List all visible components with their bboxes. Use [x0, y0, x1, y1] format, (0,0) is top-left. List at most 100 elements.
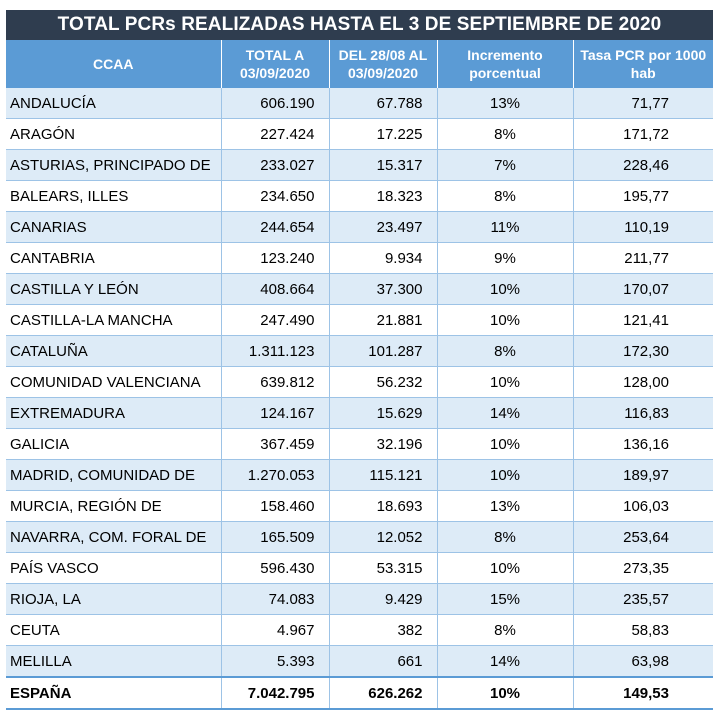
cell-rate: 149,53 [573, 676, 713, 710]
cell-ccaa: CASTILLA Y LEÓN [6, 273, 222, 305]
cell-period: 101.287 [329, 335, 438, 367]
table-row: EXTREMADURA 124.167 15.629 14% 116,83 [6, 397, 713, 429]
cell-period: 56.232 [329, 366, 438, 398]
table-row: ARAGÓN 227.424 17.225 8% 171,72 [6, 118, 713, 150]
cell-increment: 8% [437, 521, 574, 553]
cell-total: 165.509 [221, 521, 330, 553]
cell-ccaa: CANARIAS [6, 211, 222, 243]
table-row: CASTILLA-LA MANCHA 247.490 21.881 10% 121,41 [6, 304, 713, 336]
cell-rate: 211,77 [573, 242, 713, 274]
table-row: NAVARRA, COM. FORAL DE 165.509 12.052 8% 253… [6, 521, 713, 553]
cell-total: 606.190 [221, 88, 330, 119]
cell-increment: 10% [437, 676, 574, 710]
cell-ccaa: CATALUÑA [6, 335, 222, 367]
header-increment: Incremento porcentual [437, 40, 574, 88]
cell-rate: 136,16 [573, 428, 713, 460]
cell-rate: 63,98 [573, 645, 713, 678]
cell-total: 244.654 [221, 211, 330, 243]
cell-rate: 116,83 [573, 397, 713, 429]
cell-period: 626.262 [329, 676, 438, 710]
cell-ccaa: EXTREMADURA [6, 397, 222, 429]
header-row: CCAA TOTAL A 03/09/2020 DEL 28/08 AL 03/09… [6, 40, 713, 88]
pcr-table: CCAA TOTAL A 03/09/2020 DEL 28/08 AL 03/09… [6, 40, 713, 710]
cell-increment: 10% [437, 428, 574, 460]
cell-period: 18.693 [329, 490, 438, 522]
cell-total: 5.393 [221, 645, 330, 678]
cell-period: 37.300 [329, 273, 438, 305]
cell-rate: 195,77 [573, 180, 713, 212]
header-total: TOTAL A 03/09/2020 [221, 40, 330, 88]
cell-ccaa: PAÍS VASCO [6, 552, 222, 584]
cell-increment: 10% [437, 273, 574, 305]
cell-ccaa: NAVARRA, COM. FORAL DE [6, 521, 222, 553]
cell-rate: 58,83 [573, 614, 713, 646]
table-row: CASTILLA Y LEÓN 408.664 37.300 10% 170,07 [6, 273, 713, 305]
cell-rate: 121,41 [573, 304, 713, 336]
cell-increment: 7% [437, 149, 574, 181]
table-row: MELILLA 5.393 661 14% 63,98 [6, 645, 713, 678]
cell-rate: 228,46 [573, 149, 713, 181]
cell-period: 23.497 [329, 211, 438, 243]
cell-increment: 14% [437, 397, 574, 429]
cell-increment: 10% [437, 552, 574, 584]
cell-total: 247.490 [221, 304, 330, 336]
cell-total: 123.240 [221, 242, 330, 274]
table-row: ASTURIAS, PRINCIPADO DE 233.027 15.317 7% 22… [6, 149, 713, 181]
cell-ccaa: BALEARS, ILLES [6, 180, 222, 212]
cell-period: 382 [329, 614, 438, 646]
total-row: ESPAÑA 7.042.795 626.262 10% 149,53 [6, 676, 713, 710]
header-rate: Tasa PCR por 1000 hab [573, 40, 713, 88]
cell-total: 234.650 [221, 180, 330, 212]
cell-period: 661 [329, 645, 438, 678]
cell-total: 74.083 [221, 583, 330, 615]
cell-total: 4.967 [221, 614, 330, 646]
cell-ccaa: ARAGÓN [6, 118, 222, 150]
cell-period: 18.323 [329, 180, 438, 212]
cell-total: 596.430 [221, 552, 330, 584]
cell-total: 639.812 [221, 366, 330, 398]
cell-rate: 235,57 [573, 583, 713, 615]
cell-rate: 170,07 [573, 273, 713, 305]
cell-ccaa: MURCIA, REGIÓN DE [6, 490, 222, 522]
table-row: RIOJA, LA 74.083 9.429 15% 235,57 [6, 583, 713, 615]
cell-increment: 8% [437, 180, 574, 212]
table-row: MURCIA, REGIÓN DE 158.460 18.693 13% 106,03 [6, 490, 713, 522]
cell-total: 1.311.123 [221, 335, 330, 367]
cell-total: 227.424 [221, 118, 330, 150]
cell-ccaa: ESPAÑA [6, 676, 222, 710]
cell-total: 158.460 [221, 490, 330, 522]
table-row: BALEARS, ILLES 234.650 18.323 8% 195,77 [6, 180, 713, 212]
cell-period: 32.196 [329, 428, 438, 460]
cell-total: 1.270.053 [221, 459, 330, 491]
cell-total: 124.167 [221, 397, 330, 429]
cell-ccaa: CASTILLA-LA MANCHA [6, 304, 222, 336]
cell-total: 233.027 [221, 149, 330, 181]
cell-period: 67.788 [329, 88, 438, 119]
cell-increment: 10% [437, 366, 574, 398]
pcr-table-document: TOTAL PCRs REALIZADAS HASTA EL 3 DE SEPT… [6, 10, 713, 710]
cell-rate: 253,64 [573, 521, 713, 553]
table-row: CANTABRIA 123.240 9.934 9% 211,77 [6, 242, 713, 274]
cell-total: 7.042.795 [221, 676, 330, 710]
table-title: TOTAL PCRs REALIZADAS HASTA EL 3 DE SEPT… [6, 10, 713, 40]
table-row: CATALUÑA 1.311.123 101.287 8% 172,30 [6, 335, 713, 367]
cell-rate: 172,30 [573, 335, 713, 367]
cell-increment: 9% [437, 242, 574, 274]
cell-period: 9.429 [329, 583, 438, 615]
table-row: ANDALUCÍA 606.190 67.788 13% 71,77 [6, 88, 713, 119]
header-ccaa: CCAA [6, 40, 222, 88]
cell-ccaa: ANDALUCÍA [6, 88, 222, 119]
cell-ccaa: CEUTA [6, 614, 222, 646]
cell-period: 53.315 [329, 552, 438, 584]
cell-increment: 8% [437, 335, 574, 367]
cell-rate: 110,19 [573, 211, 713, 243]
cell-rate: 128,00 [573, 366, 713, 398]
cell-increment: 13% [437, 490, 574, 522]
cell-ccaa: COMUNIDAD VALENCIANA [6, 366, 222, 398]
cell-increment: 8% [437, 118, 574, 150]
cell-total: 367.459 [221, 428, 330, 460]
cell-rate: 171,72 [573, 118, 713, 150]
table-row: COMUNIDAD VALENCIANA 639.812 56.232 10% 128,… [6, 366, 713, 398]
table-row: GALICIA 367.459 32.196 10% 136,16 [6, 428, 713, 460]
cell-rate: 189,97 [573, 459, 713, 491]
